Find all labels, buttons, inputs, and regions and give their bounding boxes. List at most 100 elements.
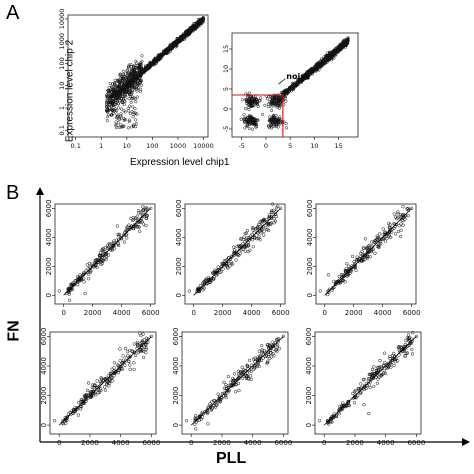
data-point [109, 100, 113, 104]
data-point [273, 104, 277, 108]
data-point [133, 353, 138, 358]
data-point [124, 91, 128, 95]
data-point [251, 226, 256, 230]
data-point [254, 123, 258, 127]
y-tick-label: 10 [222, 65, 230, 73]
data-point [393, 222, 397, 227]
data-point [364, 255, 369, 259]
data-point [83, 291, 87, 296]
data-point [323, 57, 327, 61]
data-point [226, 374, 231, 379]
data-point [222, 391, 226, 395]
data-point [314, 68, 318, 72]
data-point [250, 95, 254, 99]
data-point [255, 365, 259, 369]
data-point [350, 264, 354, 268]
data-point [206, 422, 210, 426]
data-point [392, 363, 396, 368]
data-point [109, 371, 113, 375]
data-point [123, 100, 127, 104]
data-point [394, 360, 398, 364]
data-point [82, 276, 86, 281]
data-point [124, 85, 128, 89]
data-point [329, 54, 334, 58]
data-point [370, 240, 374, 244]
data-point [193, 413, 198, 418]
data-point [173, 44, 177, 48]
data-point [308, 68, 312, 72]
data-point [132, 82, 136, 87]
data-point [245, 123, 249, 127]
data-point [256, 118, 260, 122]
x-tick-label: 1000 [170, 142, 187, 150]
data-point [237, 388, 241, 393]
data-point [208, 280, 212, 284]
data-point [189, 28, 193, 32]
data-point [99, 377, 104, 381]
data-point [77, 400, 81, 405]
data-point [340, 404, 344, 408]
data-point [252, 121, 256, 125]
data-point [142, 212, 146, 217]
data-point [256, 360, 261, 364]
data-point [103, 245, 107, 250]
data-point [239, 371, 243, 376]
x-tick-label: 2000 [345, 309, 363, 317]
fit-line [324, 208, 412, 296]
data-point [341, 41, 345, 45]
data-point [247, 235, 251, 240]
data-point [129, 62, 133, 66]
data-point [115, 89, 119, 93]
data-point [117, 232, 121, 236]
data-point [131, 105, 135, 109]
data-point [269, 222, 273, 226]
data-point [249, 366, 253, 370]
data-point [145, 68, 149, 72]
data-point [250, 238, 254, 242]
data-point [132, 123, 136, 127]
data-point [327, 57, 332, 62]
data-point [165, 49, 169, 53]
y-tick-label: 6000 [172, 328, 180, 346]
data-point [75, 279, 80, 283]
data-point [121, 69, 125, 73]
data-point [205, 409, 209, 413]
data-point [393, 232, 398, 236]
data-point [127, 119, 131, 123]
x-tick-label: 0 [322, 439, 326, 447]
data-point [316, 63, 320, 67]
data-point [207, 278, 212, 282]
data-point [305, 73, 309, 77]
data-point [362, 377, 366, 381]
data-point [367, 243, 371, 248]
data-point [119, 87, 124, 91]
x-tick-label: 4000 [377, 439, 395, 447]
data-point [252, 103, 257, 107]
data-point [131, 226, 136, 231]
data-point [112, 361, 117, 365]
data-point [235, 244, 239, 249]
data-point [274, 124, 279, 128]
data-point [140, 66, 144, 71]
data-point [124, 79, 128, 84]
panel-b-y-axis-arrowhead [36, 187, 44, 195]
data-point [123, 110, 127, 114]
data-point [194, 418, 198, 422]
data-point [256, 226, 260, 230]
data-point [406, 337, 410, 341]
data-point [246, 376, 250, 381]
data-point [114, 109, 118, 113]
plot-frame [314, 331, 422, 435]
data-point [274, 348, 278, 352]
data-point [137, 225, 141, 229]
data-point [239, 248, 243, 252]
data-point [356, 394, 360, 398]
data-point [91, 264, 95, 268]
data-point [141, 355, 146, 360]
data-point [379, 242, 383, 246]
data-point [271, 344, 275, 348]
data-point [379, 374, 383, 378]
data-point [206, 278, 211, 282]
data-point [397, 224, 401, 228]
data-point [99, 379, 103, 384]
